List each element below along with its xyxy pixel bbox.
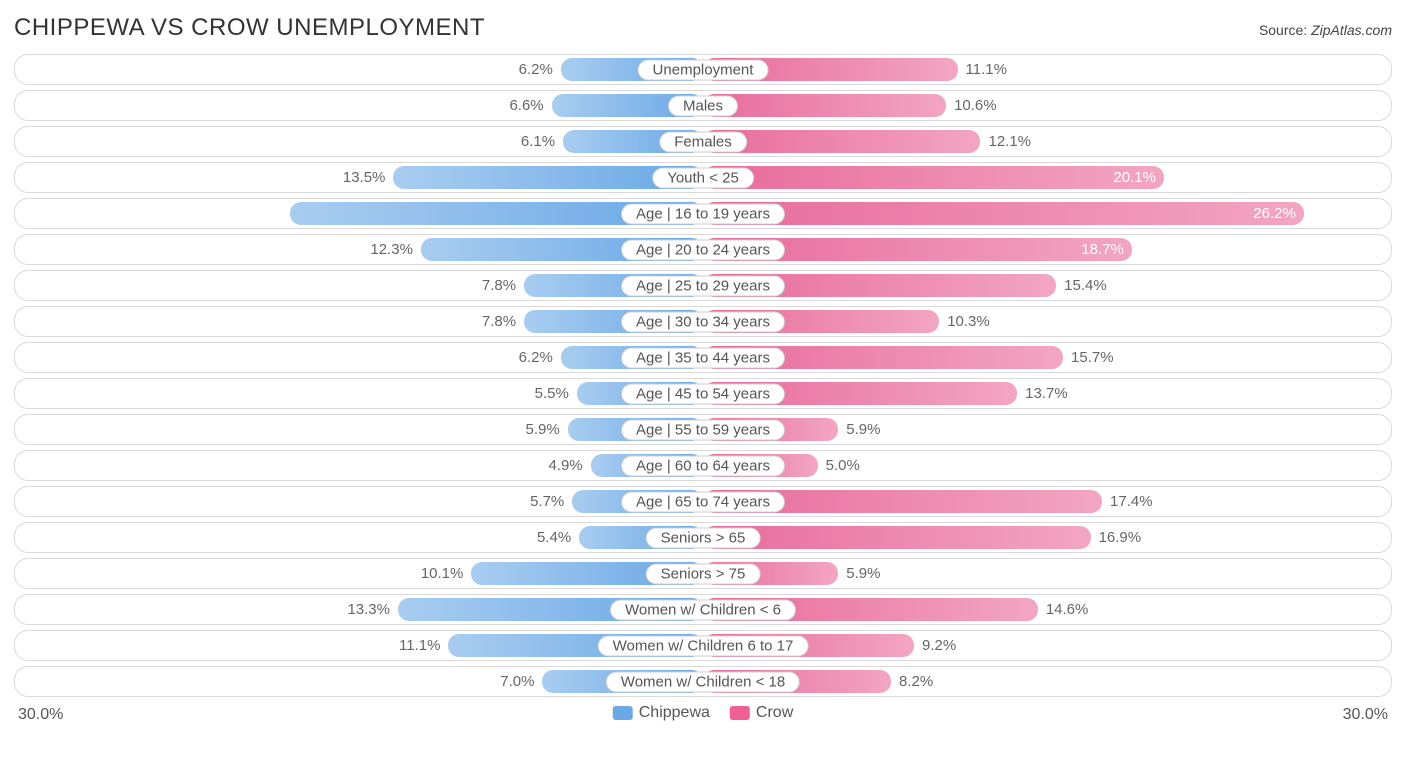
legend-item-left: Chippewa bbox=[613, 704, 710, 722]
value-left: 6.1% bbox=[521, 130, 555, 153]
category-label: Women w/ Children < 18 bbox=[606, 671, 800, 692]
chart-row: 5.5% 13.7% Age | 45 to 54 years bbox=[14, 378, 1392, 409]
value-right: 5.9% bbox=[846, 562, 880, 585]
value-left: 13.3% bbox=[347, 598, 390, 621]
value-right: 9.2% bbox=[922, 634, 956, 657]
value-left: 6.2% bbox=[519, 58, 553, 81]
category-label: Unemployment bbox=[638, 59, 769, 80]
value-right: 18.7% bbox=[1081, 238, 1124, 261]
chart-row: 5.7% 17.4% Age | 65 to 74 years bbox=[14, 486, 1392, 517]
chart-row: 7.0% 8.2% Women w/ Children < 18 bbox=[14, 666, 1392, 697]
axis-max-left: 30.0% bbox=[18, 706, 63, 724]
chart-row: 4.9% 5.0% Age | 60 to 64 years bbox=[14, 450, 1392, 481]
chart-row: 7.8% 10.3% Age | 30 to 34 years bbox=[14, 306, 1392, 337]
chart-row: 7.8% 15.4% Age | 25 to 29 years bbox=[14, 270, 1392, 301]
chart-row: 13.3% 14.6% Women w/ Children < 6 bbox=[14, 594, 1392, 625]
chart-row: 5.4% 16.9% Seniors > 65 bbox=[14, 522, 1392, 553]
axis-max-right: 30.0% bbox=[1343, 706, 1388, 724]
legend-swatch-left bbox=[613, 706, 633, 720]
category-label: Age | 55 to 59 years bbox=[621, 419, 785, 440]
category-label: Age | 30 to 34 years bbox=[621, 311, 785, 332]
category-label: Women w/ Children < 6 bbox=[610, 599, 796, 620]
chart-row: 5.9% 5.9% Age | 55 to 59 years bbox=[14, 414, 1392, 445]
diverging-bar-chart: 6.2% 11.1% Unemployment 6.6% 10.6% Males 6.1% 1… bbox=[14, 54, 1392, 697]
value-right: 13.7% bbox=[1025, 382, 1068, 405]
category-label: Males bbox=[668, 95, 738, 116]
value-right: 26.2% bbox=[1253, 202, 1296, 225]
category-label: Seniors > 75 bbox=[646, 563, 761, 584]
category-label: Females bbox=[659, 131, 747, 152]
category-label: Seniors > 65 bbox=[646, 527, 761, 548]
chart-row: 6.2% 11.1% Unemployment bbox=[14, 54, 1392, 85]
category-label: Age | 45 to 54 years bbox=[621, 383, 785, 404]
source-label: Source: bbox=[1259, 22, 1311, 38]
chart-row: 6.6% 10.6% Males bbox=[14, 90, 1392, 121]
value-right: 5.9% bbox=[846, 418, 880, 441]
chart-legend: Chippewa Crow bbox=[613, 704, 794, 722]
chart-row: 11.1% 9.2% Women w/ Children 6 to 17 bbox=[14, 630, 1392, 661]
value-right: 10.6% bbox=[954, 94, 997, 117]
value-left: 11.1% bbox=[399, 634, 440, 657]
chart-footer: 30.0% Chippewa Crow 30.0% bbox=[14, 702, 1392, 732]
value-left: 6.6% bbox=[509, 94, 543, 117]
category-label: Women w/ Children 6 to 17 bbox=[598, 635, 809, 656]
category-label: Youth < 25 bbox=[652, 167, 754, 188]
bar-right bbox=[703, 526, 1091, 549]
value-left: 5.5% bbox=[535, 382, 569, 405]
value-left: 13.5% bbox=[343, 166, 386, 189]
value-left: 10.1% bbox=[421, 562, 464, 585]
value-right: 5.0% bbox=[826, 454, 860, 477]
chart-title: CHIPPEWA VS CROW UNEMPLOYMENT bbox=[14, 14, 485, 42]
source-site: ZipAtlas.com bbox=[1311, 22, 1392, 38]
category-label: Age | 65 to 74 years bbox=[621, 491, 785, 512]
value-right: 17.4% bbox=[1110, 490, 1153, 513]
category-label: Age | 35 to 44 years bbox=[621, 347, 785, 368]
chart-header: CHIPPEWA VS CROW UNEMPLOYMENT Source: Zi… bbox=[14, 10, 1392, 54]
bar-right bbox=[703, 94, 946, 117]
value-left: 7.8% bbox=[482, 310, 516, 333]
chart-row: 18.0%26.2%Age | 16 to 19 years bbox=[14, 198, 1392, 229]
legend-label-left: Chippewa bbox=[639, 704, 710, 722]
value-left: 5.7% bbox=[530, 490, 564, 513]
value-right: 15.7% bbox=[1071, 346, 1114, 369]
chart-source: Source: ZipAtlas.com bbox=[1259, 22, 1392, 38]
category-label: Age | 60 to 64 years bbox=[621, 455, 785, 476]
chart-row: 10.1% 5.9% Seniors > 75 bbox=[14, 558, 1392, 589]
value-right: 10.3% bbox=[947, 310, 990, 333]
value-right: 8.2% bbox=[899, 670, 933, 693]
chart-row: 6.1% 12.1% Females bbox=[14, 126, 1392, 157]
bar-right bbox=[703, 166, 1164, 189]
chart-row: 13.5% 20.1% Youth < 25 bbox=[14, 162, 1392, 193]
value-left: 12.3% bbox=[370, 238, 413, 261]
value-right: 12.1% bbox=[988, 130, 1031, 153]
value-right: 20.1% bbox=[1113, 166, 1156, 189]
value-left: 7.8% bbox=[482, 274, 516, 297]
value-left: 5.4% bbox=[537, 526, 571, 549]
legend-label-right: Crow bbox=[756, 704, 793, 722]
category-label: Age | 16 to 19 years bbox=[621, 203, 785, 224]
category-label: Age | 20 to 24 years bbox=[621, 239, 785, 260]
value-right: 15.4% bbox=[1064, 274, 1107, 297]
chart-row: 12.3% 18.7% Age | 20 to 24 years bbox=[14, 234, 1392, 265]
bar-right bbox=[703, 202, 1304, 225]
legend-swatch-right bbox=[730, 706, 750, 720]
value-left: 7.0% bbox=[500, 670, 534, 693]
value-left: 5.9% bbox=[526, 418, 560, 441]
value-right: 11.1% bbox=[966, 58, 1007, 81]
category-label: Age | 25 to 29 years bbox=[621, 275, 785, 296]
value-left: 4.9% bbox=[548, 454, 582, 477]
value-left: 6.2% bbox=[519, 346, 553, 369]
chart-row: 6.2% 15.7% Age | 35 to 44 years bbox=[14, 342, 1392, 373]
value-right: 14.6% bbox=[1046, 598, 1089, 621]
legend-item-right: Crow bbox=[730, 704, 793, 722]
value-right: 16.9% bbox=[1099, 526, 1142, 549]
